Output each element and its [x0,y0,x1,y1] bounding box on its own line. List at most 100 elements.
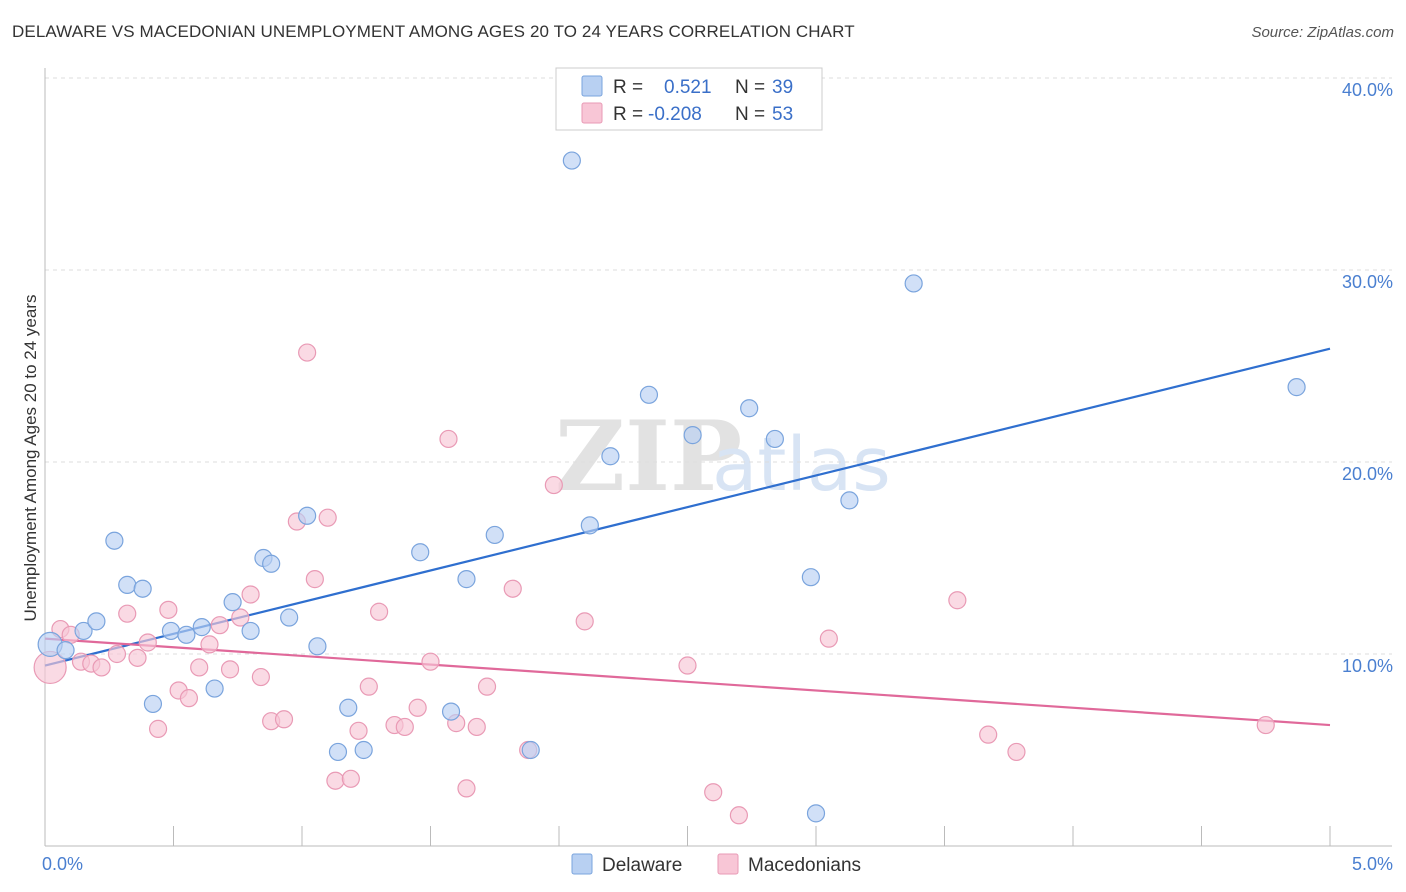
point-macedonians-24 [298,343,317,362]
point-delaware-31 [683,426,702,445]
point-delaware-33 [765,429,784,449]
point-delaware-36 [840,491,859,510]
point-macedonians-25 [305,570,324,589]
point-macedonians-47 [729,806,749,825]
point-delaware-19 [328,742,348,762]
point-delaware-16 [280,608,299,627]
point-delaware-15 [262,554,281,573]
point-delaware-6 [133,579,152,598]
trendline-macedonians [44,637,1331,727]
point-delaware-25 [485,525,504,545]
point-macedonians-34 [408,698,427,717]
point-macedonians-38 [457,779,476,798]
trendlines [44,347,1331,727]
point-macedonians-49 [948,591,967,610]
y-tick-label-3: 40.0% [1342,80,1393,100]
point-macedonians-20 [251,667,270,687]
legend-n-label-macedonians: N = [735,104,765,125]
point-delaware-3 [87,612,106,631]
scatter-points [33,151,1306,825]
chart-title: DELAWARE VS MACEDONIAN UNEMPLOYMENT AMON… [12,22,855,41]
point-macedonians-46 [704,783,723,802]
point-macedonians-43 [544,475,563,495]
point-macedonians-6 [107,644,127,664]
legend-n-value-delaware: 39 [772,77,793,98]
gridlines [45,77,1392,655]
point-macedonians-26 [318,508,337,527]
source-credit: Source: ZipAtlas.com [1251,24,1394,41]
legend-r-value-macedonians: -0.208 [648,104,702,125]
point-delaware-12 [223,593,242,612]
point-macedonians-22 [274,710,294,729]
point-macedonians-19 [241,585,260,604]
point-delaware-9 [177,625,196,644]
point-macedonians-44 [575,612,594,631]
point-delaware-37 [904,274,923,293]
point-macedonians-13 [179,689,199,708]
point-delaware-24 [457,570,476,589]
legend-r-value-delaware: 0.521 [664,77,712,98]
bottom-legend-swatch-macedonians [717,853,739,875]
bottom-legend-swatch-delaware [571,853,593,875]
point-macedonians-8 [128,648,147,667]
point-macedonians-17 [220,660,240,679]
point-delaware-32 [740,399,759,418]
point-delaware-38 [1287,378,1306,397]
point-macedonians-5 [92,658,111,677]
legend-n-label-delaware: N = [735,77,765,98]
point-delaware-34 [806,804,826,823]
point-delaware-26 [521,740,540,760]
legend-swatch-macedonians [581,102,603,124]
point-macedonians-11 [159,600,178,619]
series-legend: Delaware Macedonians [571,853,861,876]
point-macedonians-48 [819,629,838,648]
point-macedonians-45 [678,656,697,675]
point-macedonians-52 [1256,715,1275,735]
y-tick-label-1: 20.0% [1342,464,1393,484]
trendline-delaware [44,347,1331,667]
tick-labels: 10.0% 20.0% 30.0% 40.0% 0.0% 5.0% [42,80,1393,874]
point-macedonians-35 [421,652,440,671]
point-delaware-20 [339,698,358,717]
point-macedonians-31 [370,602,389,621]
legend-n-value-macedonians: 53 [772,104,793,125]
point-delaware-13 [241,621,260,641]
point-delaware-4 [105,531,124,550]
x-tick-label-0: 0.0% [42,854,83,874]
point-delaware-5 [118,575,137,594]
x-tick-label-1: 5.0% [1352,854,1393,874]
axes [44,68,1392,847]
point-delaware-8 [161,621,181,641]
y-tick-label-0: 10.0% [1342,656,1393,676]
point-macedonians-10 [148,719,168,738]
point-delaware-21 [354,740,373,760]
point-macedonians-33 [395,717,414,737]
bottom-legend-label-delaware: Delaware [602,855,682,876]
stats-legend: R = 0.521 N = 39 R = -0.208 N = 53 [555,67,823,131]
point-macedonians-41 [503,579,522,598]
point-macedonians-7 [118,604,137,623]
point-macedonians-9 [138,633,157,652]
point-delaware-35 [801,568,820,587]
watermark-zip: ZIP [555,400,742,513]
point-macedonians-36 [439,429,458,449]
point-macedonians-18 [231,608,250,627]
point-macedonians-15 [200,635,219,654]
point-macedonians-27 [326,771,345,790]
bottom-legend-label-macedonians: Macedonians [748,855,861,876]
legend-r-label-delaware: R = [613,77,643,98]
point-delaware-28 [580,516,599,535]
point-delaware-30 [639,385,659,404]
point-macedonians-40 [477,677,497,696]
point-delaware-10 [192,618,211,637]
point-delaware-11 [205,679,224,698]
point-macedonians-51 [1007,742,1026,762]
point-macedonians-50 [979,725,998,744]
point-delaware-29 [601,447,620,466]
point-delaware-17 [298,506,317,525]
y-axis-label: Unemployment Among Ages 20 to 24 years [21,295,40,622]
point-delaware-27 [562,151,581,170]
legend-swatch-delaware [581,75,603,97]
point-delaware-7 [143,694,163,714]
point-delaware-1 [56,641,75,660]
